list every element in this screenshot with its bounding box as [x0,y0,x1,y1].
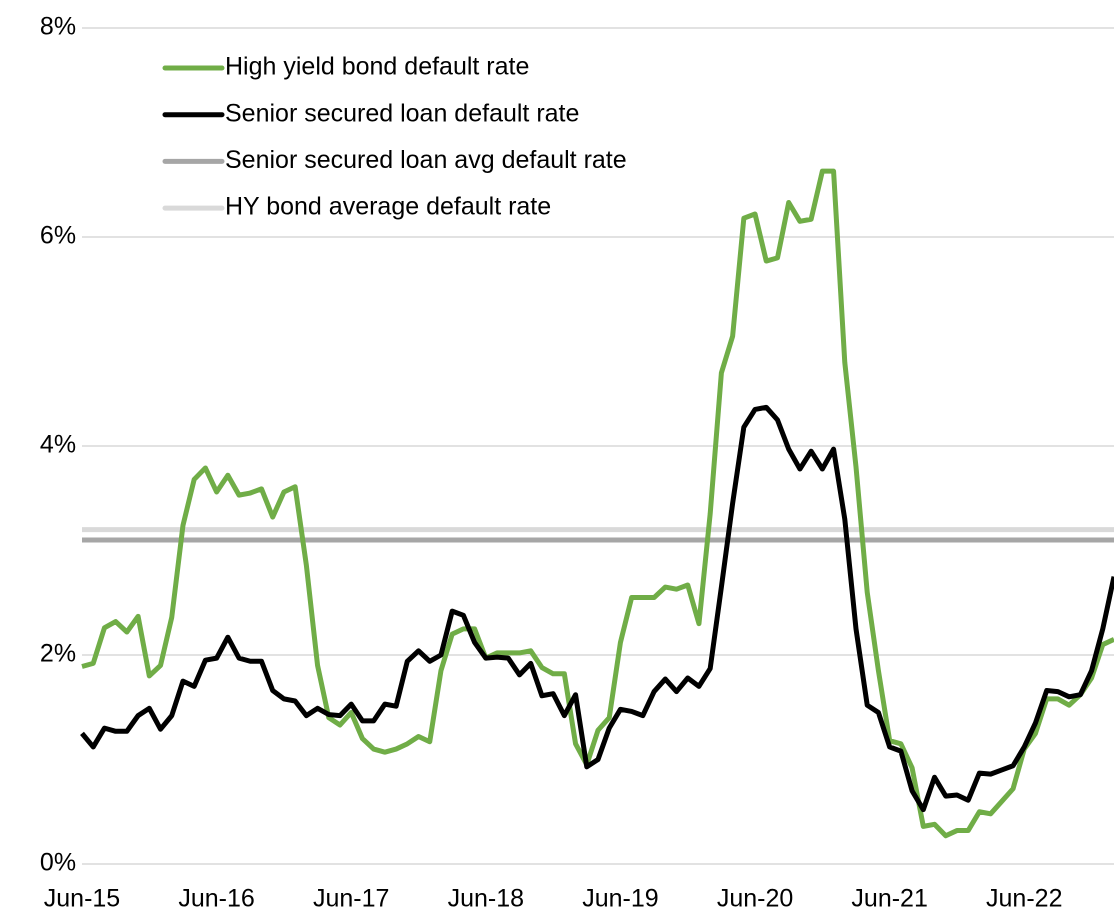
rate-line [81,168,1114,839]
x-tick-label: Jun-16 [178,885,254,913]
legend-label: Senior secured loan default rate [225,99,579,127]
x-tick-label: Jun-15 [44,885,120,913]
x-tick-label: Jun-17 [313,885,389,913]
x-tick-label: Jun-19 [582,885,658,913]
y-tick-label: 8% [40,13,76,41]
x-tick-label: Jun-20 [717,885,793,913]
legend-label: Senior secured loan avg default rate [225,146,627,174]
x-tick-label: Jun-22 [986,885,1062,913]
rate-line [80,404,1114,813]
x-tick-label: Jun-21 [851,885,927,913]
y-tick-label: 0% [40,849,76,877]
y-tick-label: 4% [40,431,76,459]
y-tick-label: 6% [40,222,76,250]
legend-label: HY bond average default rate [225,193,551,221]
x-tick-label: Jun-18 [448,885,524,913]
y-tick-label: 2% [40,640,76,668]
legend-label: High yield bond default rate [225,53,529,81]
